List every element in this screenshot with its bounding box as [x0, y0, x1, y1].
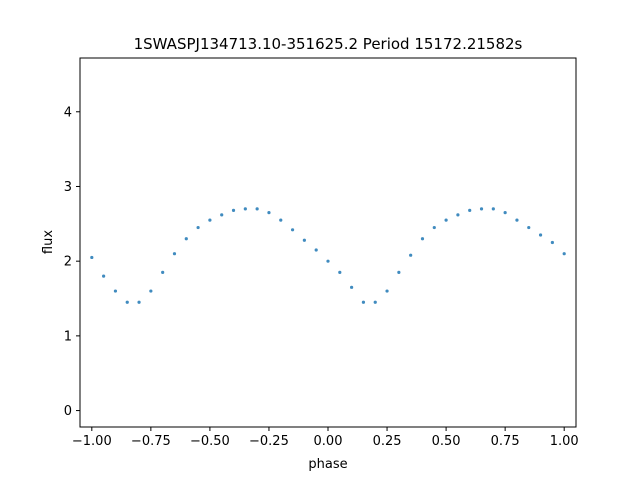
data-point [456, 213, 460, 217]
data-point [137, 300, 141, 304]
y-tick-label: 2 [64, 255, 72, 270]
data-point [90, 255, 94, 260]
x-tick-label: −0.75 [131, 434, 171, 449]
data-point [479, 207, 484, 211]
x-tick-label: 0.25 [373, 434, 402, 449]
x-tick-label: −0.25 [249, 434, 289, 449]
data-point [503, 211, 507, 215]
x-tick-label: −1.00 [72, 434, 112, 449]
data-point [172, 252, 177, 256]
x-axis: −1.00 −0.75 −0.50 −0.25 0.00 0.25 0.50 0.75 1.00 [72, 427, 579, 449]
data-point [361, 300, 366, 304]
data-point [515, 218, 519, 222]
data-point [302, 238, 306, 242]
data-point [220, 213, 224, 217]
data-point [102, 274, 106, 278]
chart-title: 1SWASPJ134713.10-351625.2 Period 15172.2… [134, 35, 523, 53]
data-point [550, 240, 554, 245]
data-point [196, 225, 200, 230]
y-axis-label: flux [41, 230, 56, 254]
data-point [113, 289, 118, 293]
data-points [90, 207, 566, 304]
data-point [231, 208, 236, 212]
y-tick-label: 1 [64, 329, 72, 344]
x-axis-label: phase [308, 457, 347, 472]
data-point [326, 259, 330, 263]
data-point [527, 225, 531, 230]
data-point [161, 270, 165, 274]
data-point [562, 252, 566, 256]
data-point [538, 233, 543, 237]
data-point [243, 207, 247, 211]
data-point [184, 237, 188, 241]
data-point [350, 285, 354, 289]
data-point [397, 270, 401, 274]
data-point [420, 237, 425, 241]
y-tick-label: 3 [64, 180, 72, 195]
y-tick-label: 4 [64, 105, 72, 120]
data-point [255, 207, 259, 211]
x-tick-label: 1.00 [550, 434, 579, 449]
data-point [385, 289, 389, 293]
data-point [279, 218, 283, 222]
data-point [125, 300, 129, 304]
data-point [267, 211, 271, 215]
data-point [491, 207, 495, 211]
data-point [338, 270, 342, 274]
data-point [468, 208, 472, 212]
data-point [432, 225, 436, 230]
data-point [149, 289, 153, 293]
data-point [314, 248, 318, 252]
x-tick-label: 0.50 [432, 434, 461, 449]
x-tick-label: −0.50 [190, 434, 230, 449]
x-tick-label: 0.75 [491, 434, 520, 449]
data-point [290, 228, 295, 232]
y-axis: 0 1 2 3 4 [64, 105, 80, 419]
y-tick-label: 0 [64, 404, 72, 419]
data-point [409, 253, 413, 257]
data-point [208, 218, 212, 222]
data-point [373, 300, 377, 304]
data-point [444, 218, 448, 222]
x-tick-label: 0.00 [314, 434, 343, 449]
